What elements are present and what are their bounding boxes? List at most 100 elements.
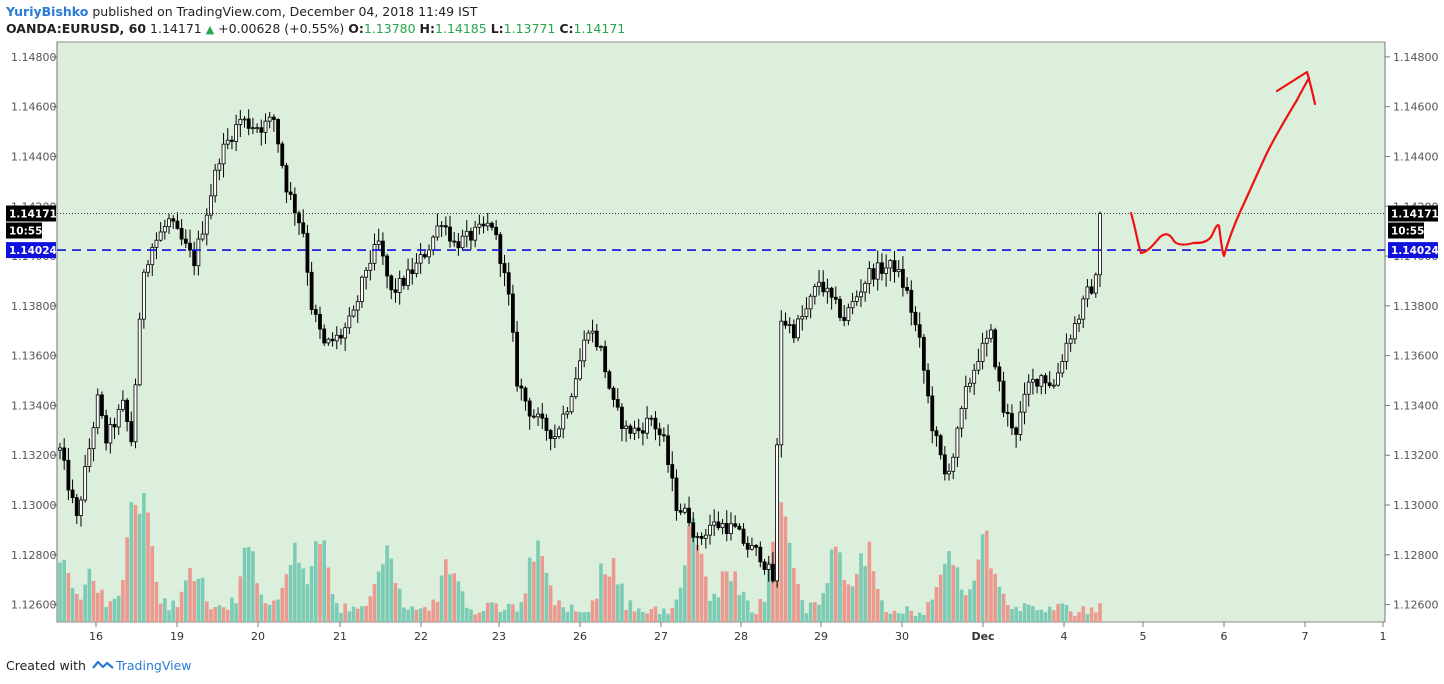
candle-body xyxy=(963,386,968,409)
candle-body xyxy=(917,324,922,338)
candle-body xyxy=(154,239,159,248)
volume-bar xyxy=(909,610,914,622)
volume-bar xyxy=(305,584,310,622)
candle-body xyxy=(582,339,587,362)
volume-bar xyxy=(452,573,456,622)
volume-bar xyxy=(875,588,880,622)
candle-body xyxy=(867,268,872,284)
candle-body xyxy=(854,296,859,302)
volume-bar xyxy=(708,600,712,622)
author-name[interactable]: YuriyBishko xyxy=(6,4,89,19)
candle-body xyxy=(1026,381,1031,395)
high-value: 1.14185 xyxy=(435,21,487,36)
tradingview-link[interactable]: TradingView xyxy=(115,658,192,673)
candle-body xyxy=(590,330,595,334)
candlesticks xyxy=(58,109,1102,588)
candle-body xyxy=(833,296,838,300)
candle-body xyxy=(766,563,771,570)
candle-body xyxy=(406,269,410,286)
volume-bar xyxy=(125,537,129,622)
volume-bar xyxy=(548,585,553,622)
volume-bar xyxy=(456,581,461,622)
open-label: O: xyxy=(348,21,364,36)
forecast-arrowhead[interactable] xyxy=(1275,70,1317,106)
volume-bar xyxy=(901,613,905,622)
volume-bar xyxy=(817,604,821,622)
candle-body xyxy=(699,535,704,539)
volume-bar xyxy=(599,563,603,622)
countdown-tag-left-box xyxy=(6,222,42,239)
volume-bar xyxy=(842,580,846,622)
price-axis[interactable]: 1.12600 1.12600 1.12800 1.12800 1.13000 1.130… xyxy=(11,51,1439,612)
last-price-tag-right: 1.14171 xyxy=(1391,209,1439,221)
volume-bar xyxy=(1085,614,1090,622)
volume-bar xyxy=(1026,604,1031,622)
volume-bar xyxy=(603,574,607,622)
candle-body xyxy=(481,223,486,227)
volume-bars xyxy=(58,493,1102,622)
volume-bar xyxy=(410,606,415,622)
volume-bar xyxy=(423,607,427,622)
right-price-label: 1.14400 xyxy=(1393,151,1439,164)
volume-bar xyxy=(192,581,196,622)
volume-bar xyxy=(825,583,830,622)
volume-bar xyxy=(460,591,465,622)
volume-bar xyxy=(83,584,87,622)
candle-body xyxy=(284,165,289,193)
close-value: 1.14171 xyxy=(573,21,626,36)
price-chart[interactable]: 1.12600 1.12600 1.12800 1.12800 1.13000 1.130… xyxy=(0,40,1444,652)
support-tag-right: 1.14024 xyxy=(1391,245,1439,257)
volume-bar xyxy=(259,594,264,622)
volume-bar xyxy=(984,530,989,622)
volume-bar xyxy=(947,551,951,622)
candle-body xyxy=(133,384,138,443)
volume-bar xyxy=(209,609,213,622)
volume-bar xyxy=(276,599,280,622)
volume-bar xyxy=(620,583,624,622)
volume-bar xyxy=(406,609,410,622)
candle-body xyxy=(196,238,201,267)
candle-body xyxy=(502,263,507,274)
time-label: 1 xyxy=(1380,630,1387,643)
volume-bar xyxy=(318,544,322,622)
candle-body xyxy=(519,385,524,389)
red-forecast-drawing[interactable] xyxy=(1129,70,1317,258)
volume-bar xyxy=(745,600,750,622)
volume-bar xyxy=(821,592,826,622)
volume-bar xyxy=(787,542,792,622)
candle-body xyxy=(1031,379,1035,383)
candle-body xyxy=(368,262,373,271)
candle-body xyxy=(255,127,259,130)
candle-body xyxy=(95,394,100,429)
volume-bar xyxy=(213,606,217,622)
candle-body xyxy=(1035,379,1039,387)
right-price-label: 1.13600 xyxy=(1393,350,1439,363)
candle-body xyxy=(238,118,243,125)
volume-bar xyxy=(896,613,901,622)
volume-bar xyxy=(154,581,159,622)
candle-body xyxy=(523,387,528,402)
volume-bar xyxy=(368,596,373,622)
candle-body xyxy=(158,231,163,241)
volume-bar xyxy=(347,611,352,622)
candle-body xyxy=(1022,393,1027,413)
candle-body xyxy=(376,240,381,245)
candle-body xyxy=(624,425,629,429)
candle-body xyxy=(301,222,306,234)
candle-body xyxy=(83,466,88,501)
candle-body xyxy=(129,421,134,443)
candle-body xyxy=(653,417,658,430)
candle-body xyxy=(791,324,796,339)
candle-body xyxy=(737,525,742,530)
tradingview-logo-icon[interactable] xyxy=(92,659,114,674)
candle-body xyxy=(326,338,331,344)
volume-bar xyxy=(444,559,448,622)
volume-bar xyxy=(645,613,649,622)
left-price-label: 1.14800 xyxy=(11,51,57,64)
support-tag-right-box xyxy=(1388,242,1438,259)
volume-bar xyxy=(498,611,503,622)
forecast-path[interactable] xyxy=(1129,76,1311,258)
time-axis[interactable]: 16 19 20 21 22 23 26 27 28 29 30 Dec 4 5 6 7 1 xyxy=(89,622,1387,643)
volume-bar xyxy=(615,584,620,622)
candle-body xyxy=(292,194,297,214)
